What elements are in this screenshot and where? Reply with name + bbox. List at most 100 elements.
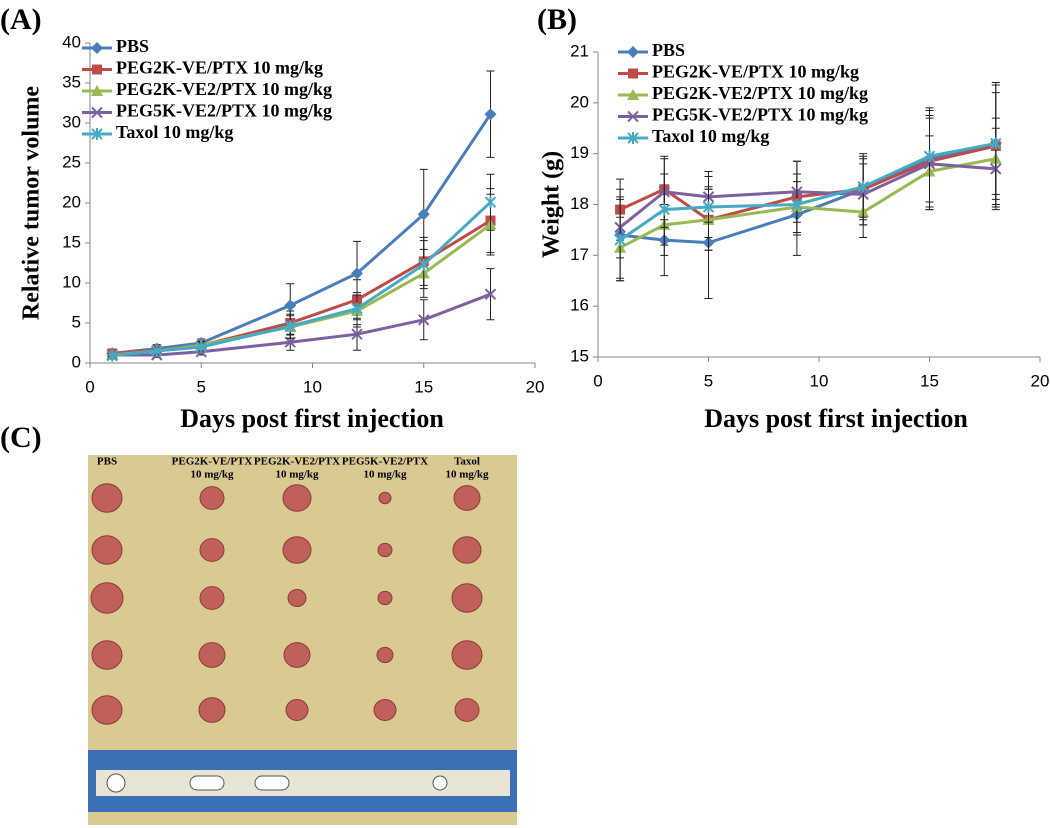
legend-marker — [627, 110, 639, 123]
legend-marker — [92, 64, 102, 75]
tumor — [282, 484, 312, 512]
column-label: Taxol — [454, 456, 480, 468]
marker — [658, 203, 671, 216]
legend-marker — [627, 46, 639, 58]
marker — [417, 208, 430, 221]
tumor — [454, 698, 480, 722]
x-tick-label: 15 — [920, 371, 939, 390]
y-tick-label: 40 — [62, 32, 81, 51]
y-tick-label: 15 — [570, 346, 589, 365]
x-tick-label: 20 — [1031, 371, 1050, 390]
legend-label: PEG2K-VE2/PTX 10 mg/kg — [652, 83, 868, 103]
tumor — [453, 485, 481, 511]
marker — [857, 180, 869, 193]
column-label: PEG2K-VE2/PTX — [254, 456, 340, 468]
panel-label: (A) — [0, 3, 42, 36]
legend-label: PEG5K-VE2/PTX 10 mg/kg — [116, 101, 332, 121]
marker — [351, 302, 363, 315]
tumor — [377, 590, 393, 606]
series-line — [112, 201, 492, 358]
series-line — [112, 223, 492, 357]
marker — [195, 341, 207, 353]
legend-label: PEG2K-VE/PTX 10 mg/kg — [116, 58, 323, 78]
y-tick-label: 17 — [570, 245, 589, 264]
y-tick-label: 19 — [570, 143, 589, 162]
marker — [484, 196, 497, 209]
legend-marker — [91, 85, 103, 96]
marker — [351, 328, 363, 340]
y-axis-title: Weight (g) — [539, 151, 565, 258]
marker — [418, 314, 430, 326]
x-tick-label: 10 — [303, 377, 322, 396]
tumor — [376, 646, 394, 664]
tumor — [198, 642, 226, 668]
tumor — [451, 640, 483, 670]
legend-marker — [91, 128, 103, 140]
ruler — [88, 750, 517, 812]
y-tick-label: 21 — [570, 41, 589, 60]
tumor — [287, 588, 307, 608]
y-tick-label: 16 — [570, 296, 589, 315]
marker — [702, 201, 715, 214]
marker — [418, 258, 430, 271]
marker — [284, 336, 296, 348]
y-tick-label: 10 — [62, 272, 81, 291]
legend-marker — [627, 89, 639, 100]
tumor — [378, 491, 392, 505]
marker — [923, 150, 936, 163]
y-tick-label: 25 — [62, 152, 81, 171]
marker — [151, 345, 163, 357]
y-tick-label: 20 — [570, 92, 589, 111]
tumor — [377, 542, 393, 558]
x-tick-label: 0 — [593, 371, 602, 390]
legend-label: Taxol 10 mg/kg — [652, 126, 769, 146]
x-tick-label: 5 — [704, 371, 713, 390]
marker — [351, 267, 363, 280]
tumor — [199, 486, 225, 510]
column-label: PEG5K-VE2/PTX — [342, 456, 428, 468]
tumor — [283, 642, 311, 668]
y-tick-label: 5 — [72, 312, 81, 331]
x-tick-label: 10 — [810, 371, 829, 390]
column-label: PEG2K-VE/PTX — [172, 456, 253, 468]
series-line — [619, 157, 997, 250]
x-tick-label: 0 — [85, 377, 94, 396]
column-label: 10 mg/kg — [190, 469, 234, 481]
marker — [284, 299, 297, 312]
legend-marker — [91, 42, 103, 54]
y-tick-label: 18 — [570, 194, 589, 213]
y-tick-label: 35 — [62, 72, 81, 91]
marker — [484, 108, 497, 121]
marker — [791, 198, 803, 211]
legend-label: Taxol 10 mg/kg — [116, 122, 233, 142]
x-axis-title: Days post first injection — [704, 404, 968, 433]
tumor — [199, 586, 225, 610]
tumor — [91, 640, 123, 670]
tumor — [285, 699, 309, 721]
marker — [484, 288, 497, 300]
marker — [614, 234, 626, 247]
x-tick-label: 15 — [414, 377, 433, 396]
column-label: 10 mg/kg — [275, 469, 319, 481]
legend-marker — [628, 68, 638, 79]
legend-marker — [627, 132, 639, 144]
marker — [990, 137, 1002, 150]
x-axis-title: Days post first injection — [180, 404, 444, 433]
x-tick-label: 20 — [526, 377, 545, 396]
tumor — [91, 695, 123, 725]
panel-label: (B) — [537, 3, 577, 36]
tumor — [452, 536, 482, 564]
y-tick-label: 15 — [62, 232, 81, 251]
tumor — [198, 697, 226, 723]
marker — [284, 320, 296, 333]
legend-label: PBS — [652, 40, 685, 60]
legend-label: PBS — [116, 36, 149, 56]
legend-marker — [91, 106, 103, 119]
tumor — [90, 582, 124, 614]
legend-label: PEG2K-VE/PTX 10 mg/kg — [652, 62, 859, 82]
tumor — [91, 483, 123, 513]
panel-label: (C) — [0, 421, 42, 454]
x-tick-label: 5 — [197, 377, 206, 396]
marker — [106, 349, 118, 362]
